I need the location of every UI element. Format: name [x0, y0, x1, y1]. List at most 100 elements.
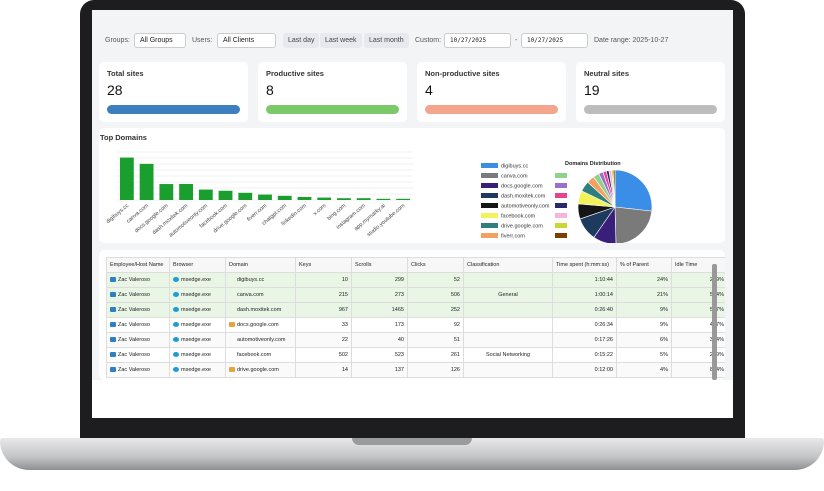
- legend-label: facebook.com: [501, 214, 536, 220]
- cell-text: 126: [450, 367, 460, 373]
- table-cell: [463, 362, 553, 378]
- table-cell: 4%: [616, 362, 672, 378]
- table-cell: 126: [407, 362, 464, 378]
- cell-text: facebook.com: [237, 352, 272, 358]
- table-cell: automotiveonly.com: [225, 332, 296, 348]
- legend-swatch: [481, 193, 498, 198]
- table-cell: 51: [407, 332, 464, 348]
- legend-swatch: [481, 223, 498, 228]
- table-row: Zac Valeroso msedge.exe canva.com 215 273 506…: [106, 287, 725, 303]
- pie-slice: [614, 169, 653, 212]
- cell-text: msedge.exe: [181, 367, 211, 373]
- date-input[interactable]: 10/27/2025: [521, 33, 588, 48]
- table-cell: Zac Valeroso: [106, 302, 170, 318]
- card-value: 19: [584, 82, 600, 98]
- table-cell: 9%: [616, 317, 672, 333]
- cell-text: 21%: [656, 292, 668, 298]
- table-cell: 261: [407, 347, 464, 363]
- table-cell: Zac Valeroso: [106, 287, 170, 303]
- icon: [173, 367, 179, 373]
- laptop-notch: [352, 438, 472, 445]
- cell-text: 173: [394, 322, 404, 328]
- table-cell: 0:26:34: [552, 317, 617, 333]
- bar: [317, 197, 332, 200]
- table-cell: 22: [295, 332, 352, 348]
- cell-text: 0:26:40: [594, 307, 613, 313]
- legend-label: fiverr.com: [501, 234, 525, 240]
- table-cell: [463, 302, 553, 318]
- cell-text: msedge.exe: [181, 337, 211, 343]
- cell-text: 273: [394, 292, 404, 298]
- table-cell: 33: [295, 317, 352, 333]
- table: Employee/Host Name Browser Domain Keys Scrol…: [106, 257, 725, 378]
- cell-text: 0:15:22: [594, 352, 613, 358]
- table-cell: Social Networking: [463, 347, 553, 363]
- icon: [229, 337, 235, 342]
- icon: [229, 352, 235, 357]
- legend-swatch: [481, 213, 498, 218]
- table-cell: 0:17:26: [552, 332, 617, 348]
- date-input[interactable]: 10/27/2025: [444, 33, 511, 48]
- cell-text: 22: [341, 337, 348, 343]
- separator: -: [515, 37, 518, 44]
- cell-text: Zac Valeroso: [118, 277, 150, 283]
- table-cell: 40: [351, 332, 408, 348]
- chart-title: Domains Distribution: [565, 161, 621, 167]
- button[interactable]: Last week: [320, 33, 362, 48]
- header-row: Employee/Host Name Browser Domain Keys Scrol…: [106, 257, 725, 273]
- cell-text: docs.google.com: [237, 322, 279, 328]
- table-cell: 1465: [351, 302, 408, 318]
- cell-text: 506: [450, 292, 460, 298]
- legend-label: digibuys.cc: [501, 164, 528, 170]
- scrollbar[interactable]: [712, 264, 717, 380]
- icon: [229, 322, 235, 328]
- table-cell: 1:00:14: [552, 287, 617, 303]
- table-cell: drive.google.com: [225, 362, 296, 378]
- icon: [173, 322, 179, 328]
- button[interactable]: Last day: [283, 33, 320, 48]
- cell-text: 40: [397, 337, 404, 343]
- legend-swatch: [481, 183, 498, 188]
- cell-text: canva.com: [237, 292, 264, 298]
- table-cell: 10: [295, 272, 352, 288]
- users-select[interactable]: All Clients: [217, 33, 276, 48]
- icon: [110, 322, 116, 328]
- cell-text: 967: [338, 307, 348, 313]
- label: Users:: [192, 37, 213, 44]
- table-cell: Zac Valeroso: [106, 332, 170, 348]
- table-cell: digibuys.cc: [225, 272, 296, 288]
- table-cell: Zac Valeroso: [106, 362, 170, 378]
- header-cell: Employee/Host Name: [106, 257, 170, 273]
- header-cell: Scrolls: [351, 257, 408, 273]
- legend-swatch: [481, 203, 498, 208]
- groups-select[interactable]: All Groups: [134, 33, 186, 48]
- table-cell: 173: [351, 317, 408, 333]
- stat-card: Non-productive sites 4: [417, 62, 566, 122]
- table-row: Zac Valeroso msedge.exe dash.moxitek.com 96…: [106, 302, 725, 318]
- legend-swatch: [555, 193, 567, 198]
- icon: [110, 367, 116, 373]
- bar: [179, 183, 193, 200]
- table-cell: 1:10:44: [552, 272, 617, 288]
- icon: [110, 292, 116, 298]
- table-cell: msedge.exe: [169, 302, 226, 318]
- table-cell: 52: [407, 272, 464, 288]
- cell-text: msedge.exe: [181, 307, 211, 313]
- cell-text: 52: [453, 277, 460, 283]
- bar: [198, 189, 213, 200]
- cell-text: 51: [453, 337, 460, 343]
- stat-card: Total sites 28: [99, 62, 248, 122]
- bar: [139, 163, 154, 200]
- table-cell: msedge.exe: [169, 317, 226, 333]
- table-row: Zac Valeroso msedge.exe facebook.com 502 523…: [106, 347, 725, 363]
- button[interactable]: Last month: [364, 33, 409, 48]
- x-tick-label: studio.youtube.com: [366, 203, 407, 239]
- table-panel: Employee/Host Name Browser Domain Keys Scrol…: [99, 250, 725, 380]
- table-cell: 273: [351, 287, 408, 303]
- x-tick-label: x.com: [312, 203, 327, 217]
- cell-text: 261: [450, 352, 460, 358]
- cell-text: 5%: [660, 352, 668, 358]
- table-cell: 502: [295, 347, 352, 363]
- legend-label: automotiveonly.com: [501, 204, 550, 210]
